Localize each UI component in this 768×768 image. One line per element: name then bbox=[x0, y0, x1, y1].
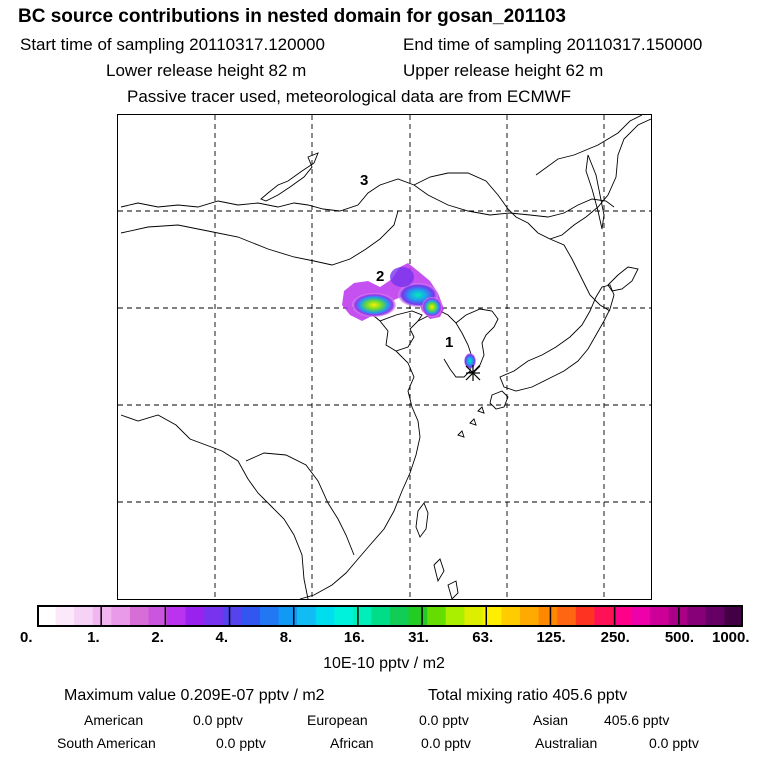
colorbar-segment bbox=[74, 606, 94, 626]
colorbar-tick-label: 1. bbox=[87, 629, 100, 646]
colorbar-segment bbox=[204, 606, 224, 626]
european-label: European bbox=[307, 712, 368, 728]
colorbar-segment bbox=[650, 606, 670, 626]
colorbar bbox=[37, 605, 743, 627]
colorbar-segment bbox=[278, 606, 298, 626]
colorbar-segment bbox=[687, 606, 707, 626]
colorbar-segment bbox=[427, 606, 447, 626]
colorbar-segment bbox=[538, 606, 558, 626]
colorbar-segment bbox=[557, 606, 577, 626]
colorbar-segment bbox=[259, 606, 280, 626]
american-value: 0.0 pptv bbox=[193, 712, 243, 728]
european-value: 0.0 pptv bbox=[419, 712, 469, 728]
colorbar-segment bbox=[520, 606, 540, 626]
colorbar-segment bbox=[371, 606, 391, 626]
colorbar-segment bbox=[222, 606, 242, 626]
colorbar-tick-label: 2. bbox=[151, 629, 164, 646]
map-label-2: 2 bbox=[376, 268, 384, 285]
african-value: 0.0 pptv bbox=[421, 735, 471, 751]
colorbar-segment bbox=[705, 606, 725, 626]
map-label-3: 3 bbox=[360, 172, 368, 189]
colorbar-segment bbox=[482, 606, 502, 626]
south-american-label: South American bbox=[57, 735, 156, 751]
colorbar-tick-label: 31. bbox=[408, 629, 429, 646]
colorbar-segment bbox=[390, 606, 410, 626]
map-label-1: 1 bbox=[445, 334, 453, 351]
colorbar-tick-label: 0. bbox=[20, 629, 33, 646]
asian-value: 405.6 pptv bbox=[604, 712, 670, 728]
colorbar-segment bbox=[631, 606, 651, 626]
colorbar-segment bbox=[167, 606, 187, 626]
graticule bbox=[118, 115, 651, 599]
colorbar-segment bbox=[334, 606, 354, 626]
map-canvas: 3 2 1 bbox=[118, 115, 651, 599]
colorbar-units: 10E-10 pptv / m2 bbox=[323, 655, 445, 672]
colorbar-frame bbox=[37, 605, 743, 627]
colorbar-segment bbox=[111, 606, 131, 626]
colorbar-segment bbox=[55, 606, 75, 626]
colorbar-tick-label: 250. bbox=[600, 629, 630, 646]
colorbar-tick-label: 500. bbox=[664, 629, 695, 646]
colorbar-tick-label: 16. bbox=[343, 629, 365, 646]
colorbar-tick-label: 1000. bbox=[712, 629, 750, 646]
south-american-value: 0.0 pptv bbox=[216, 735, 266, 751]
colorbar-segment bbox=[464, 606, 484, 626]
colorbar-segment bbox=[129, 606, 149, 626]
end-time-label: End time of sampling 20110317.150000 bbox=[403, 35, 703, 54]
concentration-plume bbox=[342, 263, 476, 369]
colorbar-segment bbox=[241, 606, 261, 626]
african-label: African bbox=[330, 735, 374, 751]
plot-title: BC source contributions in nested domain… bbox=[18, 6, 566, 27]
australian-label: Australian bbox=[535, 735, 598, 751]
receptor-star-icon bbox=[465, 365, 481, 381]
colorbar-segment bbox=[594, 606, 614, 626]
american-label: American bbox=[84, 712, 144, 728]
colorbar-segment bbox=[445, 606, 465, 626]
colorbar-segment bbox=[612, 606, 633, 626]
colorbar-segment bbox=[297, 606, 317, 626]
colorbar-segment bbox=[408, 606, 428, 626]
colorbar-segment bbox=[315, 606, 335, 626]
maximum-value: Maximum value 0.209E-07 pptv / m2 bbox=[64, 687, 325, 704]
total-mixing-ratio: Total mixing ratio 405.6 pptv bbox=[428, 687, 628, 704]
australian-value: 0.0 pptv bbox=[649, 735, 699, 751]
upper-release-height: Upper release height 62 m bbox=[403, 61, 604, 80]
colorbar-tick-label: 4. bbox=[215, 629, 229, 646]
start-time-label: Start time of sampling 20110317.120000 bbox=[20, 35, 325, 54]
colorbar-segment bbox=[575, 606, 595, 626]
colorbar-segment bbox=[501, 606, 521, 626]
colorbar-segment bbox=[92, 606, 112, 626]
colorbar-segment bbox=[37, 606, 57, 626]
colorbar-segment bbox=[352, 606, 372, 626]
colorbar-segment bbox=[724, 606, 743, 626]
asian-label: Asian bbox=[533, 712, 569, 728]
colorbar-tick-label: 63. bbox=[472, 629, 494, 646]
colorbar-tick-label: 8. bbox=[279, 629, 293, 646]
coastlines bbox=[120, 115, 651, 599]
colorbar-tick-label: 125. bbox=[536, 629, 566, 646]
tracer-note: Passive tracer used, meteorological data… bbox=[127, 87, 572, 106]
colorbar-segment bbox=[148, 606, 168, 626]
map-panel: 3 2 1 bbox=[117, 114, 652, 600]
colorbar-segment bbox=[185, 606, 205, 626]
lower-release-height: Lower release height 82 m bbox=[106, 61, 307, 80]
